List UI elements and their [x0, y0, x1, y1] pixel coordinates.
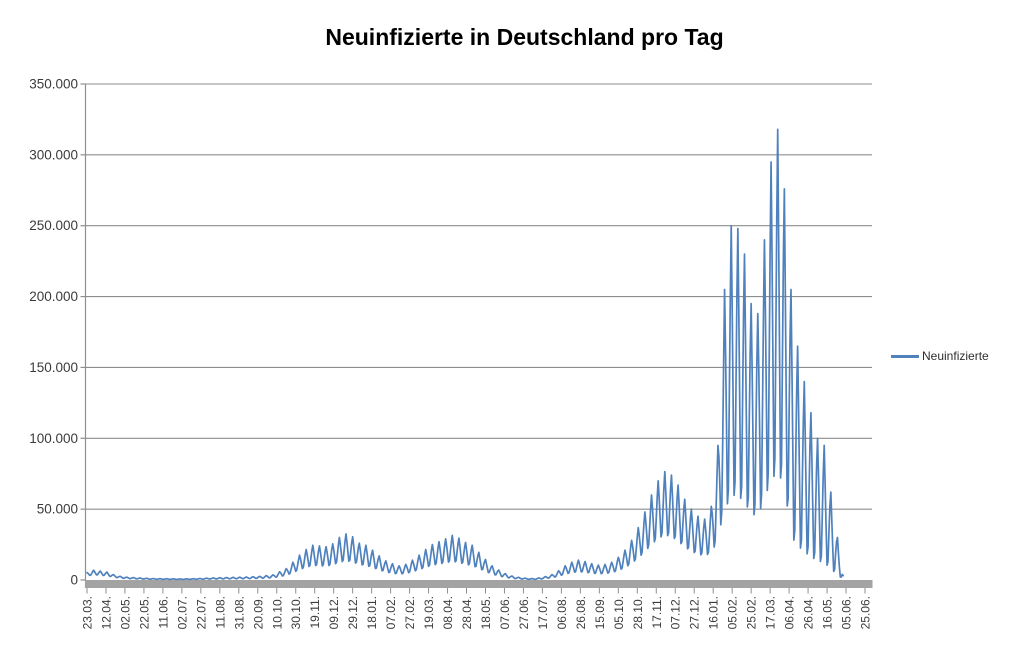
x-axis-tick-label: 27.12. [688, 596, 702, 629]
x-axis-tick-label: 15.09. [593, 596, 607, 629]
x-axis-tick-label: 11.08. [213, 596, 227, 628]
x-axis-tick-label: 05.06. [840, 596, 854, 629]
x-axis-tick-label: 29.12. [346, 596, 360, 629]
legend: Neuinfizierte [891, 349, 989, 363]
x-axis-tick-label: 26.04. [802, 596, 816, 629]
x-axis-tick-label: 22.07. [194, 596, 208, 629]
x-axis-tick-label: 12.04. [99, 596, 113, 629]
x-axis-tick-label: 08.04. [441, 596, 455, 629]
y-axis-tick-label: 100.000 [29, 431, 78, 446]
y-axis-tick-label: 300.000 [29, 147, 78, 162]
x-axis-tick-label: 25.06. [859, 596, 873, 629]
x-axis-tick-label: 17.11. [650, 596, 664, 628]
x-axis-tick-label: 30.10. [289, 596, 303, 629]
x-axis-tick-label: 23.03. [81, 596, 95, 629]
x-axis-tick-label: 11.06. [156, 596, 170, 628]
x-axis-tick-label: 07.02. [384, 596, 398, 629]
x-axis-tick-label: 05.10. [612, 596, 626, 629]
x-axis-tick-label: 16.05. [821, 596, 835, 629]
x-axis-tick-label: 31.08. [232, 596, 246, 629]
x-axis-tick-label: 18.01. [365, 596, 379, 629]
x-axis-tick-label: 25.02. [745, 596, 759, 629]
series-line-neuinfizierte [86, 128, 845, 581]
x-axis-tick-label: 07.06. [498, 596, 512, 629]
chart-title: Neuinfizierte in Deutschland pro Tag [325, 24, 724, 50]
y-axis-tick-label: 350.000 [29, 77, 78, 92]
x-axis-tick-label: 26.08. [574, 596, 588, 629]
x-axis-tick-label: 18.05. [479, 596, 493, 629]
x-axis-tick-label: 17.03. [764, 596, 778, 629]
x-axis-tick-label: 27.02. [403, 596, 417, 629]
x-axis-tick-label: 27.06. [517, 596, 531, 629]
legend-line-sample [891, 354, 919, 358]
x-axis-tick-label: 16.01. [707, 596, 721, 629]
legend-label: Neuinfizierte [922, 349, 989, 363]
y-axis-tick-label: 250.000 [29, 218, 78, 233]
y-axis-tick-label: 50.000 [37, 502, 78, 517]
x-axis-tick-label: 05.02. [726, 596, 740, 629]
y-axis-tick-label: 200.000 [29, 289, 78, 304]
x-axis-bar [85, 580, 873, 588]
y-axis-tick-label: 0 [70, 573, 78, 588]
x-axis-tick-label: 17.07. [536, 596, 550, 629]
x-axis-tick-label: 22.05. [137, 596, 151, 629]
x-axis-tick-label: 28.04. [460, 596, 474, 629]
x-axis-tick-label: 06.04. [783, 596, 797, 629]
x-axis-tick-label: 09.12. [327, 596, 341, 629]
y-axis-tick-label: 150.000 [29, 360, 78, 375]
x-axis-tick-label: 02.07. [175, 596, 189, 629]
x-axis-tick-label: 02.05. [118, 596, 132, 629]
x-axis-tick-label: 07.12. [669, 596, 683, 629]
x-axis-tick-label: 28.10. [631, 596, 645, 629]
x-axis-tick-label: 10.10. [270, 596, 284, 629]
x-axis-tick-label: 20.09. [251, 596, 265, 629]
x-axis-tick-label: 19.11. [308, 596, 322, 628]
x-axis-tick-label: 19.03. [422, 596, 436, 629]
x-axis-tick-label: 06.08. [555, 596, 569, 629]
